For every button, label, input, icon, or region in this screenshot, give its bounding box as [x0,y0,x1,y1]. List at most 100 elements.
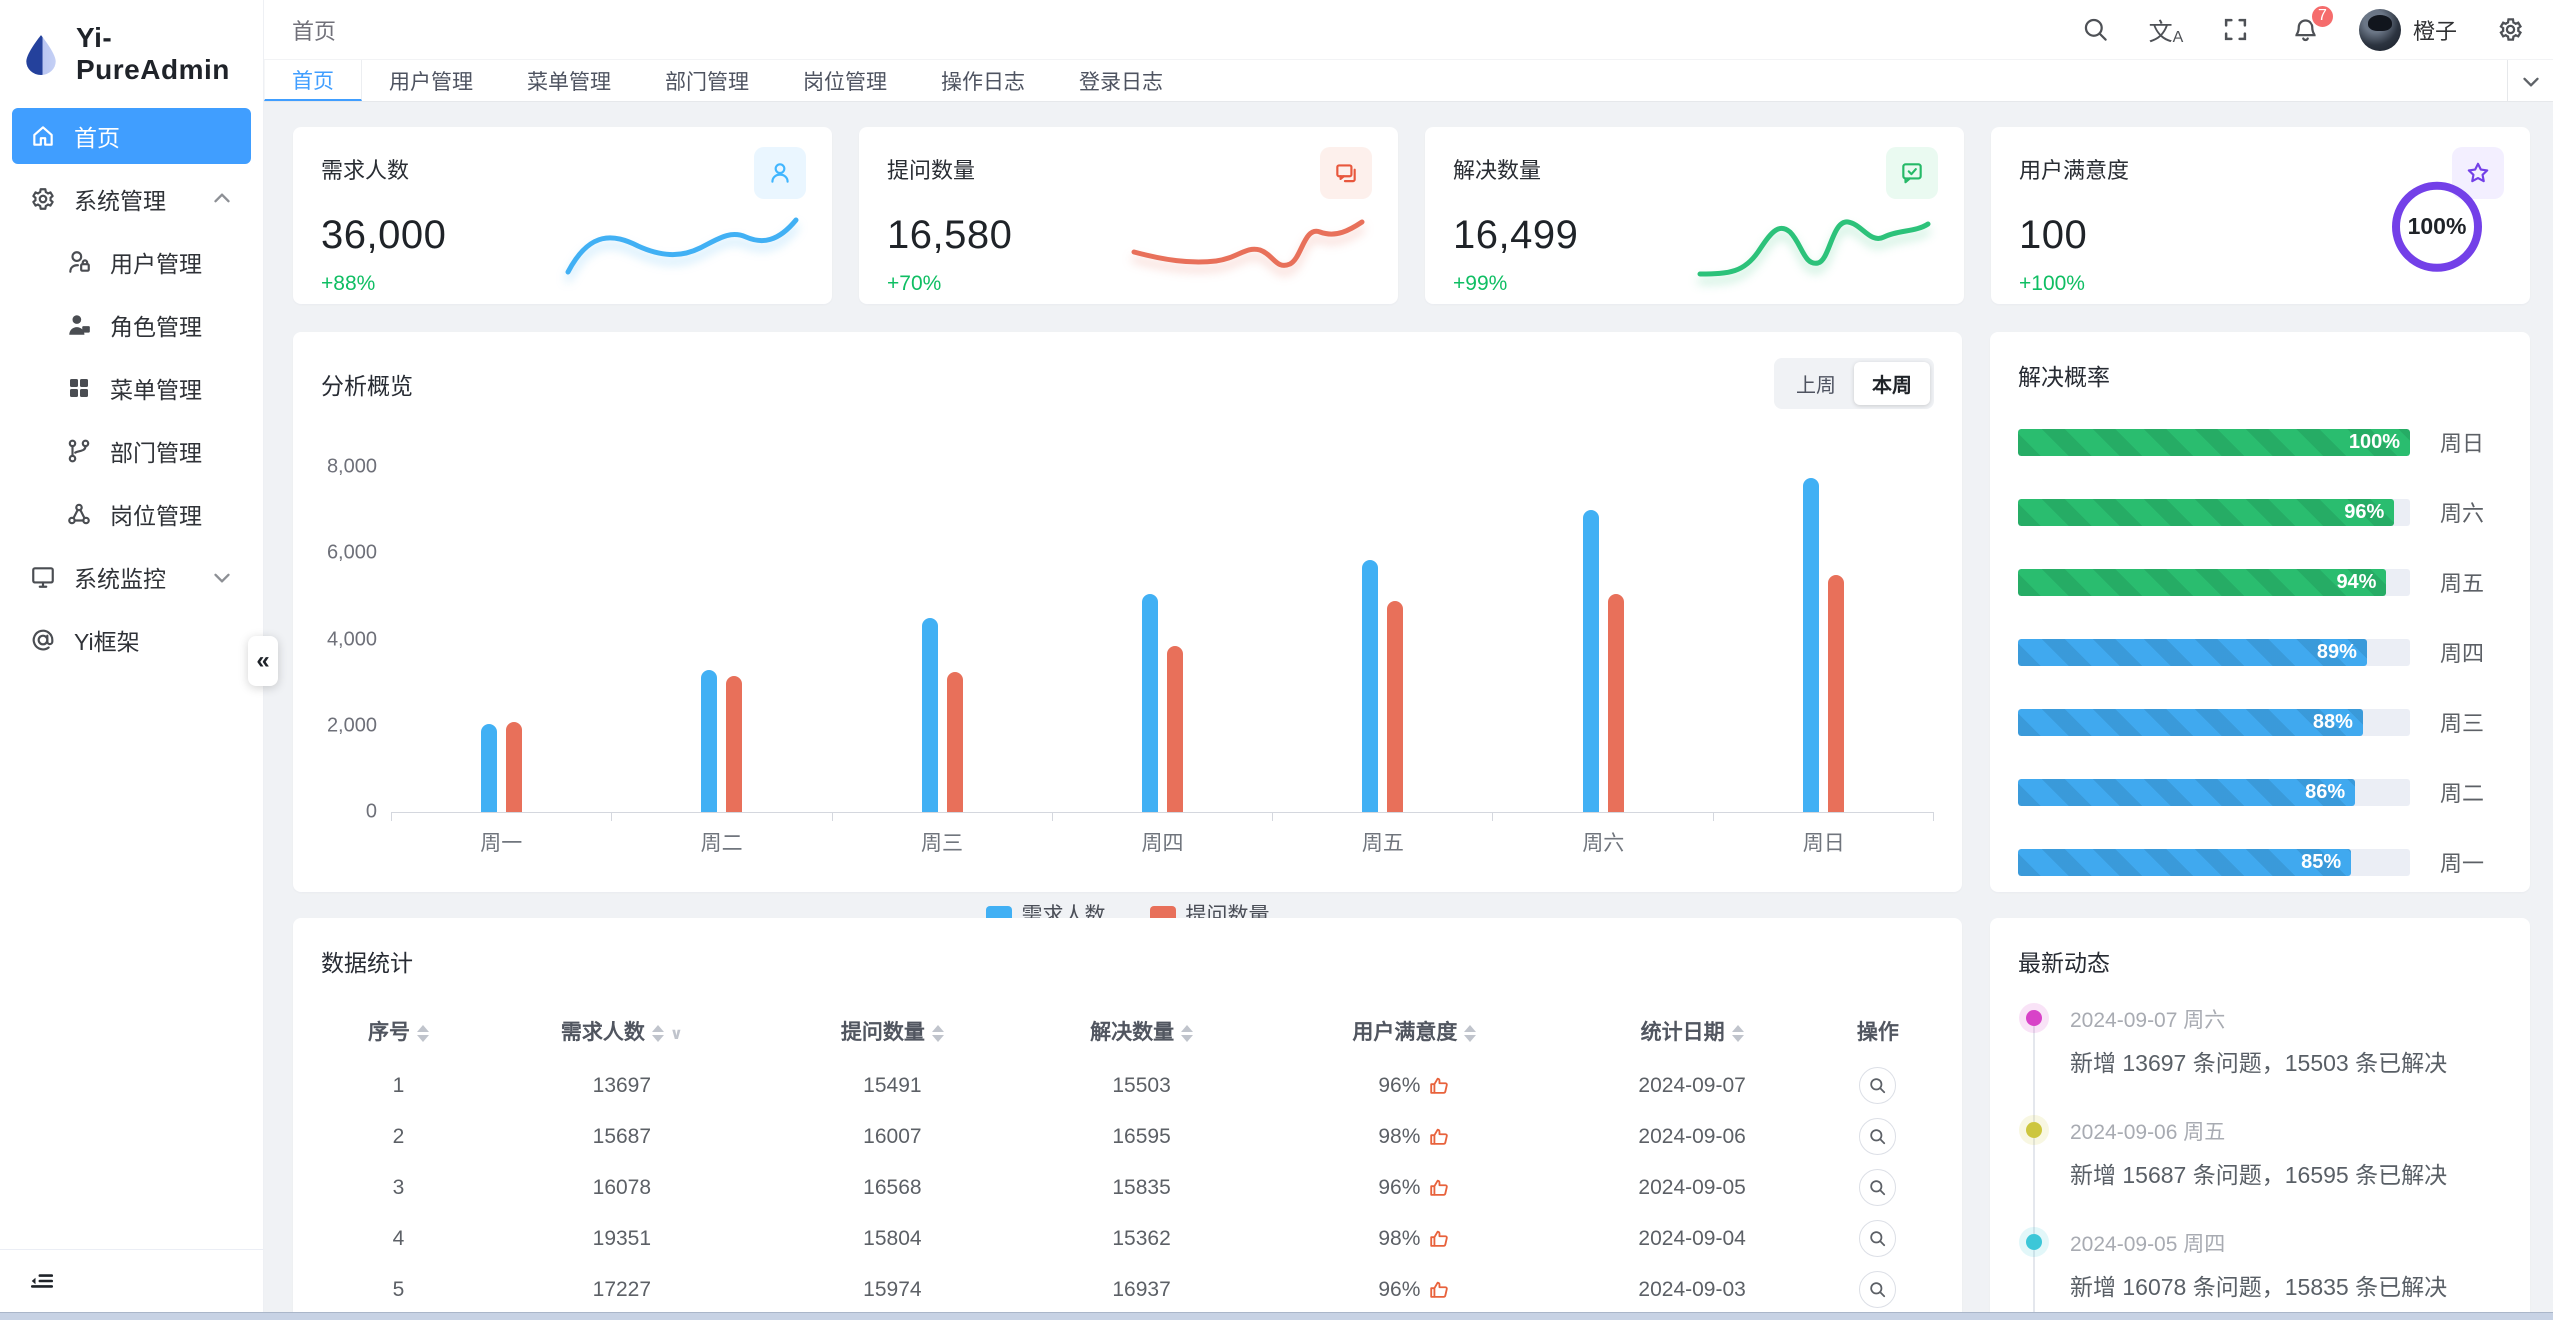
satisfaction-cell: 96% [1266,1264,1562,1315]
question-count: 15804 [863,1226,922,1250]
satisfaction-percent: 98% [1378,1226,1421,1250]
sidebar-item-系统管理[interactable]: 系统管理 [12,171,251,227]
bar-需求人数 [1362,559,1379,812]
solve-rate-row-周五: 94% 周五 [2018,566,2502,598]
tab-部门管理[interactable]: 部门管理 [665,70,749,94]
app-logo[interactable]: Yi-PureAdmin [0,0,263,104]
bar-提问数量 [1387,600,1404,812]
stat-card-value: 36,000 [321,213,447,257]
axis-tick [612,813,833,821]
sidebar-item-label: Yi框架 [74,629,140,655]
role-icon [64,310,94,340]
sidebar-item-角色管理[interactable]: 角色管理 [12,297,251,353]
view-detail-button[interactable] [1859,1067,1897,1104]
tabs-dropdown-arrow[interactable] [2507,60,2553,101]
progress-fill: 86% [2018,778,2356,806]
statistics-date: 2024-09-04 [1638,1226,1746,1250]
column-header-解决数量[interactable]: 解决数量 [1017,1002,1266,1060]
view-detail-button[interactable] [1859,1220,1897,1257]
sort-carets-icon[interactable] [651,1024,664,1042]
range-button-本周[interactable]: 本周 [1854,362,1930,405]
collapse-sidebar-icon[interactable] [28,1268,263,1294]
column-header-需求人数[interactable]: 需求人数 ∨ [476,1002,768,1060]
timeline-title: 最新动态 [2018,950,2110,976]
range-button-上周[interactable]: 上周 [1796,375,1836,397]
horizontal-scrollbar[interactable] [0,1312,2553,1320]
question-count: 16568 [863,1175,922,1199]
axis-tick [1053,813,1274,821]
chevron-up-icon [209,186,235,212]
solve-rate-row-周四: 89% 周四 [2018,636,2502,668]
view-detail-button[interactable] [1859,1169,1897,1206]
sidebar-item-菜单管理[interactable]: 菜单管理 [12,360,251,416]
column-header-统计日期[interactable]: 统计日期 [1563,1002,1822,1060]
breadcrumb[interactable]: 首页 [292,18,337,44]
sidebar-item-首页[interactable]: 首页 [12,108,251,164]
timeline-date: 2024-09-07 周六 [2070,1009,2226,1032]
progress-percent-label: 86% [2305,780,2346,803]
sort-carets-icon[interactable] [1181,1024,1194,1042]
sort-carets-icon[interactable] [416,1024,429,1042]
demand-count: 19351 [592,1226,652,1250]
column-header-label: 提问数量 [840,1021,925,1044]
sort-carets-icon[interactable] [1464,1024,1477,1042]
view-detail-button[interactable] [1859,1271,1897,1308]
sort-carets-icon[interactable] [931,1024,944,1042]
tab-首页[interactable]: 首页 [264,60,362,101]
statistics-table: 序号 需求人数 ∨ 提问数量 解决数量 用户满意度 统计日期 操作 1 13697 15491 15… [321,1002,1934,1320]
timeline-text: 新增 15687 条问题，16595 条已解决 [2070,1162,2448,1188]
x-tick-label: 周日 [1802,832,1845,855]
sidebar-item-label: 角色管理 [110,314,202,340]
sidebar-item-用户管理[interactable]: 用户管理 [12,234,251,290]
stat-card-需求人数: 需求人数 36,000 +88% [293,127,832,304]
stat-card-trend: +100% [2019,272,2085,295]
tab-bar: 首页 用户管理 菜单管理 部门管理 岗位管理 操作日志 登录日志 [264,59,2553,102]
column-header-序号[interactable]: 序号 [321,1002,476,1060]
view-detail-button[interactable] [1859,1118,1897,1155]
timeline-item: 2024-09-06 周五 新增 15687 条问题，16595 条已解决 [2026,1116,2502,1234]
settings-gear-icon[interactable] [2493,13,2527,47]
search-icon[interactable] [2079,13,2113,47]
satisfaction-ring-value: 100% [2407,212,2467,239]
sidebar-collapse-handle[interactable]: « [248,636,278,686]
user-menu[interactable]: 橙子 [2358,8,2457,51]
stat-card-解决数量: 解决数量 16,499 +99% [1425,127,1964,304]
x-axis-line [391,812,1934,821]
user-icon [754,147,806,199]
sidebar-item-部门管理[interactable]: 部门管理 [12,423,251,479]
operation-cell [1822,1213,1934,1264]
tab-用户管理[interactable]: 用户管理 [389,70,473,94]
message-check-icon [1886,147,1938,199]
bell-icon[interactable]: 7 [2289,3,2335,47]
timeline-text: 新增 16078 条问题，15835 条已解决 [2070,1274,2448,1300]
satisfaction-percent: 98% [1378,1124,1421,1148]
fullscreen-icon[interactable] [2219,13,2253,47]
solved-count: 15362 [1112,1226,1171,1250]
satisfaction-percent: 96% [1378,1073,1421,1097]
filter-chevron-icon[interactable]: ∨ [669,1026,683,1043]
sidebar-item-Yi框架[interactable]: Yi框架 [12,612,251,668]
bar-提问数量 [726,676,743,812]
solved-count: 15503 [1112,1073,1171,1097]
bar-需求人数 [480,723,497,812]
sort-carets-icon[interactable] [1731,1024,1744,1042]
column-header-用户满意度[interactable]: 用户满意度 [1266,1002,1562,1060]
x-tick-label: 周一 [480,832,523,855]
sidebar-item-岗位管理[interactable]: 岗位管理 [12,486,251,542]
column-header-提问数量[interactable]: 提问数量 [768,1002,1017,1060]
timeline-dot [2026,1122,2042,1138]
bar-提问数量 [1166,645,1183,812]
x-tick-label: 周二 [700,832,743,855]
progress-day-label: 周二 [2440,781,2485,806]
statistics-date: 2024-09-06 [1638,1124,1746,1148]
operation-cell [1822,1060,1934,1111]
tab-操作日志[interactable]: 操作日志 [941,70,1025,94]
tab-菜单管理[interactable]: 菜单管理 [527,70,611,94]
tab-登录日志[interactable]: 登录日志 [1079,70,1163,94]
row-index: 3 [392,1175,405,1199]
tab-岗位管理[interactable]: 岗位管理 [803,70,887,94]
sidebar-item-系统监控[interactable]: 系统监控 [12,549,251,605]
avatar[interactable] [2358,8,2401,51]
